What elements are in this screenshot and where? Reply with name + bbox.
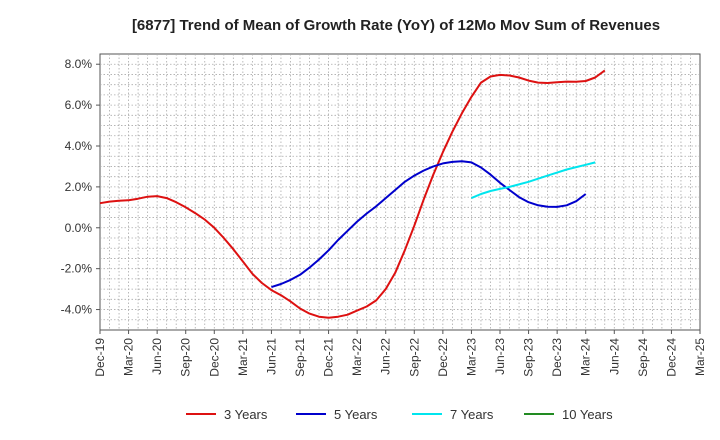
x-tick-label: Jun-21 bbox=[264, 338, 278, 375]
y-tick-label: 4.0% bbox=[65, 139, 93, 153]
series-line-3-years bbox=[99, 69, 606, 319]
x-tick-label: Mar-24 bbox=[579, 338, 593, 376]
y-axis-labels: 8.0% 6.0% 4.0% 2.0% 0.0% -2.0% -4.0% bbox=[61, 57, 100, 317]
x-tick-label: Jun-24 bbox=[607, 338, 621, 375]
y-tick-label: 6.0% bbox=[65, 98, 93, 112]
x-tick-label: Sep-24 bbox=[636, 338, 650, 377]
x-tick-label: Dec-23 bbox=[550, 338, 564, 377]
series-line-7-years bbox=[471, 161, 596, 200]
series-line-5-years bbox=[271, 160, 587, 289]
x-tick-label: Sep-20 bbox=[179, 338, 193, 377]
x-tick-label: Mar-21 bbox=[236, 338, 250, 376]
x-tick-label: Dec-19 bbox=[93, 338, 107, 377]
legend-label: 7 Years bbox=[450, 407, 494, 422]
grid bbox=[100, 54, 700, 330]
x-tick-label: Sep-21 bbox=[293, 338, 307, 377]
y-tick-label: -4.0% bbox=[61, 303, 93, 317]
x-tick-label: Mar-23 bbox=[464, 338, 478, 376]
y-tick-label: 2.0% bbox=[65, 180, 93, 194]
legend-label: 3 Years bbox=[224, 407, 268, 422]
x-tick-label: Jun-20 bbox=[150, 338, 164, 375]
series-lines bbox=[99, 69, 606, 319]
legend-label: 5 Years bbox=[334, 407, 378, 422]
x-tick-label: Dec-20 bbox=[207, 338, 221, 377]
x-tick-label: Dec-24 bbox=[664, 338, 678, 377]
x-tick-label: Mar-25 bbox=[693, 338, 707, 376]
legend-label: 10 Years bbox=[562, 407, 613, 422]
x-tick-label: Mar-22 bbox=[350, 338, 364, 376]
x-tick-label: Jun-23 bbox=[493, 338, 507, 375]
plot-area bbox=[99, 53, 701, 331]
x-tick-label: Dec-22 bbox=[436, 338, 450, 377]
chart-title: [6877] Trend of Mean of Growth Rate (YoY… bbox=[132, 17, 660, 34]
legend: 3 Years 5 Years 7 Years 10 Years bbox=[186, 407, 613, 422]
x-tick-label: Dec-21 bbox=[322, 338, 336, 377]
y-tick-label: 0.0% bbox=[65, 221, 93, 235]
x-axis-labels: Dec-19 Mar-20 Jun-20 Sep-20 Dec-20 Mar-21 Jun-… bbox=[93, 330, 707, 377]
x-tick-label: Sep-22 bbox=[407, 338, 421, 377]
x-tick-label: Mar-20 bbox=[122, 338, 136, 376]
x-tick-label: Jun-22 bbox=[379, 338, 393, 375]
y-tick-label: 8.0% bbox=[65, 57, 93, 71]
x-tick-label: Sep-23 bbox=[522, 338, 536, 377]
y-tick-label: -2.0% bbox=[61, 262, 93, 276]
